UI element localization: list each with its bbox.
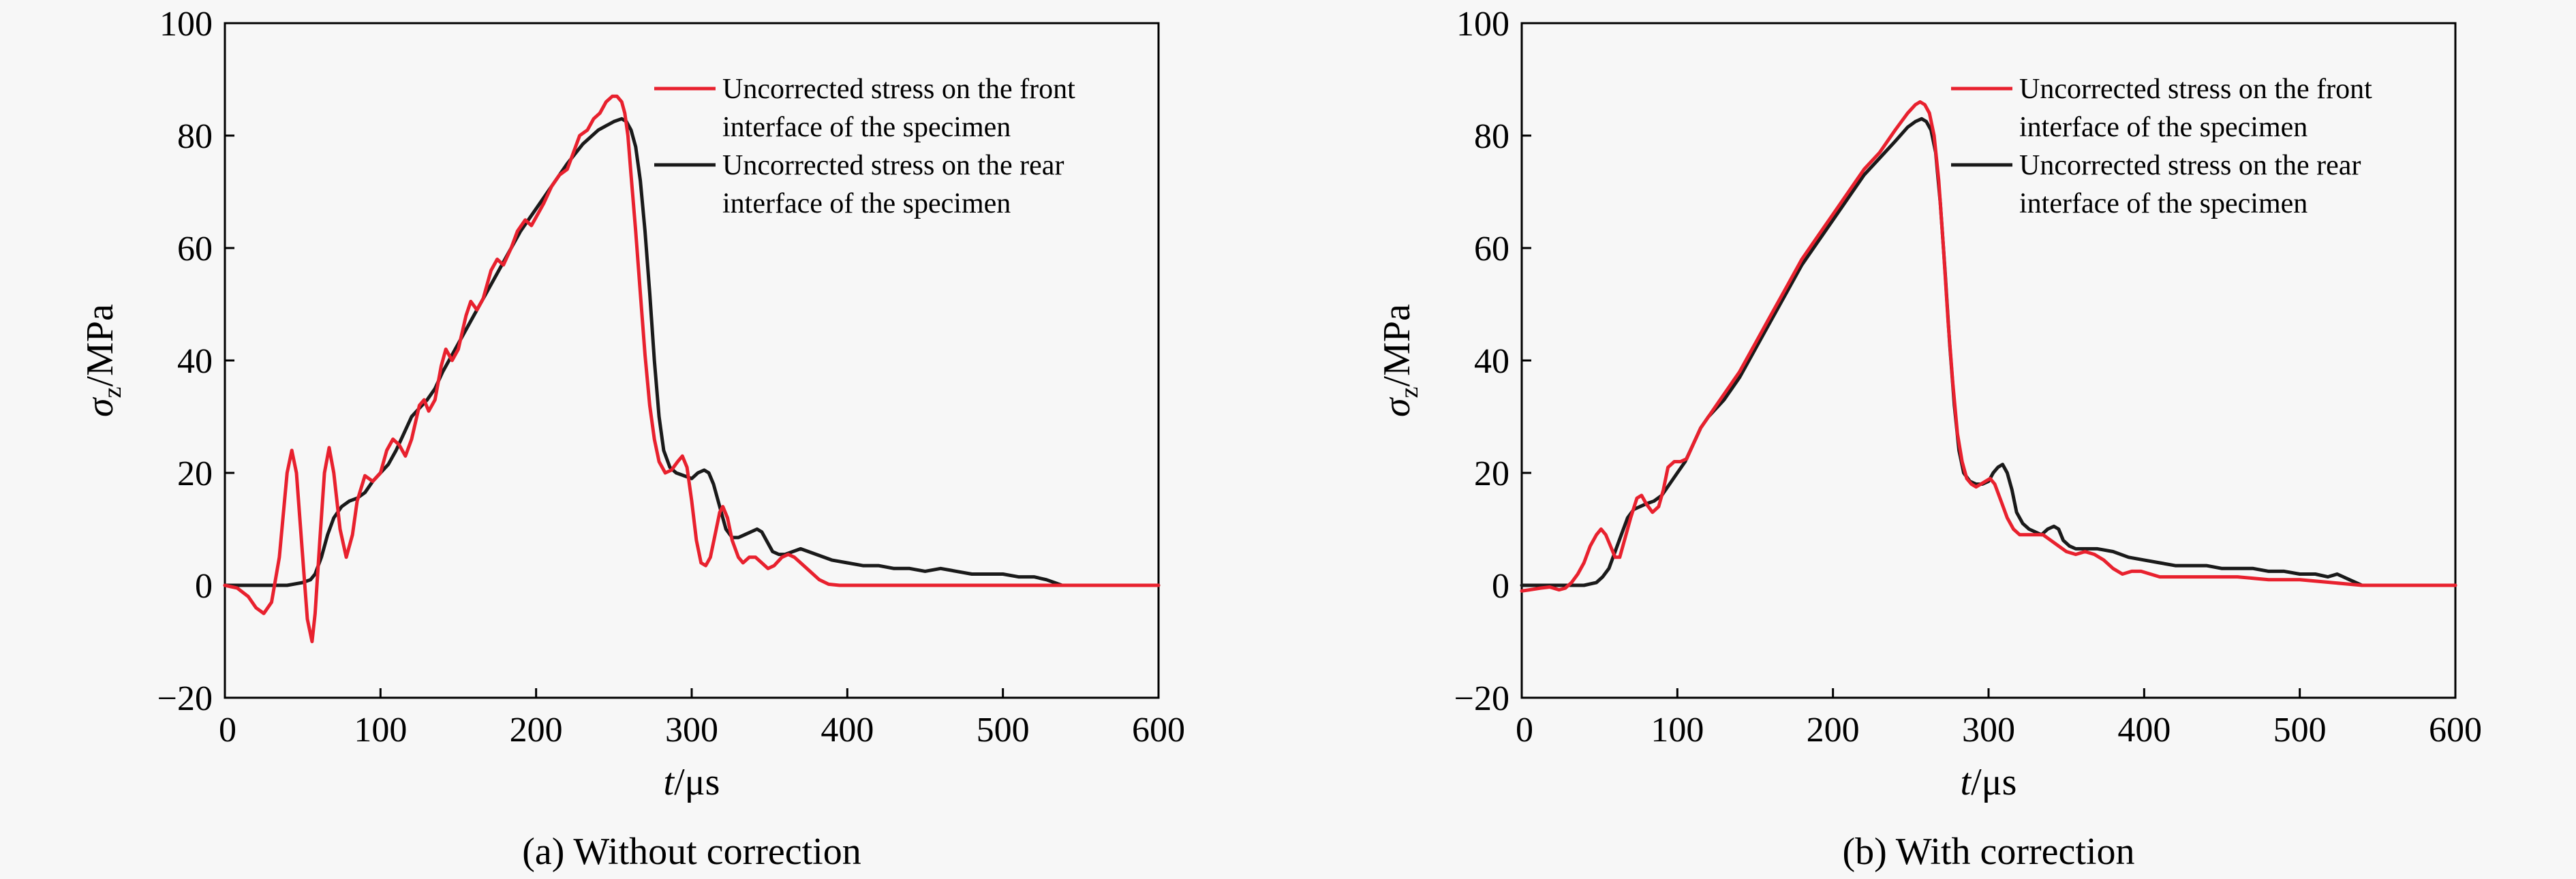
chart-b-y-tick-label: 20 (1474, 454, 1509, 493)
chart-a-y-tick-label: 20 (177, 454, 213, 493)
chart-b-series-front-line (1520, 100, 2457, 593)
chart-a-x-tick-label: 600 (1132, 711, 1185, 750)
chart-a-plot-frame (224, 22, 1160, 699)
chart-b-caption: (b) With correction (1843, 831, 2135, 873)
chart-b-x-tick-label: 100 (1651, 711, 1704, 750)
chart-b-legend-label: Uncorrected stress on the front interface… (2019, 74, 2372, 143)
chart-b-y-axis-label: σz/MPa (1376, 304, 1424, 417)
chart-b-x-axis-label: t/μs (1961, 761, 2017, 803)
chart-a-y-tick-label: 60 (177, 230, 213, 268)
chart-a-y-tick-label: −20 (157, 679, 213, 718)
chart-a-legend-label: Uncorrected stress on the rear interface … (722, 150, 1064, 219)
chart-b-legend-label: Uncorrected stress on the rear interface … (2019, 150, 2361, 219)
chart-a: 0 100 200 300 400 500 600−20020406080100t/μsσz… (79, 5, 1185, 873)
chart-a-x-tick-label: 100 (354, 711, 407, 750)
chart-b-series-rear-line (1520, 117, 2457, 587)
chart-b-x-tick-label: 300 (1962, 711, 2015, 750)
chart-a-series-front-line (223, 94, 1161, 643)
chart-b-y-tick-label: −20 (1454, 679, 1509, 718)
chart-a-x-tick-label: 0 (219, 711, 236, 750)
chart-b-y-tick-label: 80 (1474, 117, 1509, 156)
chart-a-y-axis-label: σz/MPa (79, 304, 127, 417)
chart-b-plot-frame (1520, 22, 2457, 699)
chart-a-caption: (a) Without correction (522, 831, 861, 873)
chart-b-x-tick-label: 400 (2117, 711, 2171, 750)
chart-a-x-tick-label: 400 (821, 711, 874, 750)
chart-a-y-tick-label: 80 (177, 117, 213, 156)
chart-b-x-tick-label: 200 (1807, 711, 1860, 750)
chart-b-y-tick-label: 100 (1456, 5, 1509, 44)
chart-b-x-tick-label: 500 (2273, 711, 2327, 750)
chart-a-series-rear-line (223, 117, 1161, 587)
chart-b-x-tick-label: 600 (2429, 711, 2482, 750)
chart-a-x-axis-label: t/μs (664, 761, 720, 803)
chart-b-y-tick-label: 60 (1474, 230, 1509, 268)
chart-b: 0 100 200 300 400 500 600−20020406080100t/μsσz… (1376, 5, 2482, 873)
chart-a-legend-label: Uncorrected stress on the front interface… (722, 74, 1075, 143)
chart-b-x-tick-label: 0 (1516, 711, 1533, 750)
chart-a-y-tick-label: 0 (195, 567, 213, 606)
chart-a-x-tick-label: 500 (977, 711, 1030, 750)
chart-a-x-tick-label: 200 (510, 711, 563, 750)
chart-a-y-tick-label: 40 (177, 342, 213, 381)
chart-b-y-tick-label: 0 (1492, 567, 1509, 606)
chart-a-y-tick-label: 100 (159, 5, 213, 44)
chart-a-x-tick-label: 300 (665, 711, 718, 750)
chart-b-y-tick-label: 40 (1474, 342, 1509, 381)
